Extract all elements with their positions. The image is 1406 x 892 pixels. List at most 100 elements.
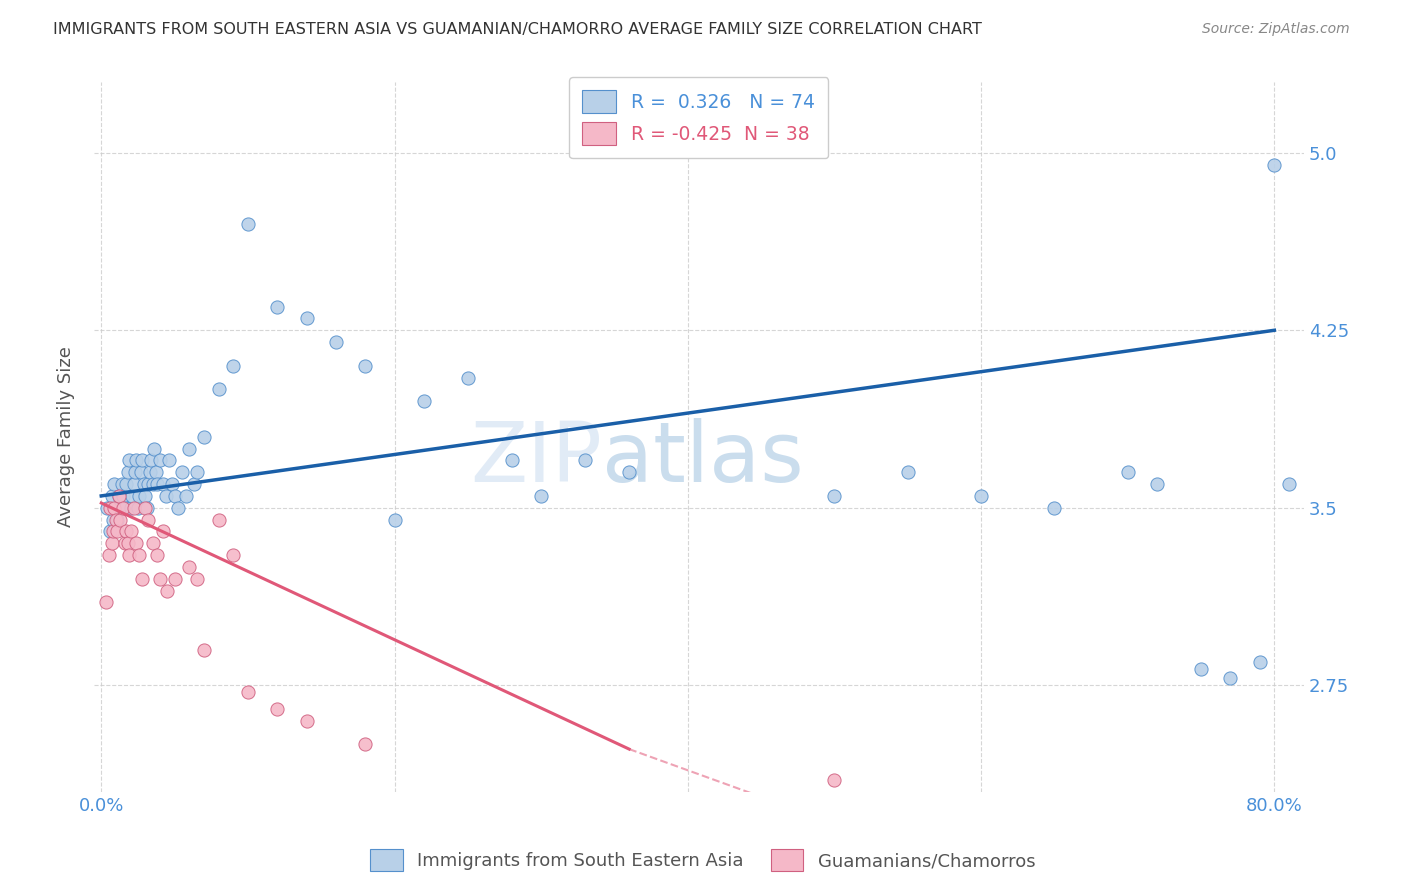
Point <box>354 737 377 751</box>
Point <box>149 453 172 467</box>
Point <box>457 370 479 384</box>
Point <box>617 465 640 479</box>
Point <box>170 465 193 479</box>
Point <box>104 512 127 526</box>
Point <box>295 714 318 728</box>
Point <box>236 685 259 699</box>
Point <box>108 489 131 503</box>
Point <box>152 524 174 539</box>
Point <box>94 595 117 609</box>
Point <box>134 489 156 503</box>
Point <box>120 500 142 515</box>
Point <box>118 548 141 562</box>
Point <box>146 477 169 491</box>
Point <box>105 524 128 539</box>
Point <box>193 642 215 657</box>
Point <box>501 453 523 467</box>
Text: ZIP: ZIP <box>470 417 602 499</box>
Point <box>136 477 159 491</box>
Point <box>100 536 122 550</box>
Point <box>1219 671 1241 685</box>
Point <box>160 477 183 491</box>
Point <box>156 583 179 598</box>
Point <box>101 524 124 539</box>
Text: IMMIGRANTS FROM SOUTH EASTERN ASIA VS GUAMANIAN/CHAMORRO AVERAGE FAMILY SIZE COR: IMMIGRANTS FROM SOUTH EASTERN ASIA VS GU… <box>53 22 983 37</box>
Point <box>134 500 156 515</box>
Point <box>207 383 229 397</box>
Point <box>112 500 135 515</box>
Point <box>1263 158 1285 172</box>
Point <box>127 500 149 515</box>
Point <box>100 489 122 503</box>
Point <box>207 512 229 526</box>
Point <box>236 217 259 231</box>
Point <box>163 489 186 503</box>
Point <box>266 702 288 716</box>
Point <box>121 489 143 503</box>
Point <box>1249 655 1271 669</box>
Point <box>136 512 159 526</box>
Point <box>105 512 128 526</box>
Point <box>120 524 142 539</box>
Point <box>574 453 596 467</box>
Point <box>125 536 148 550</box>
Point <box>157 453 180 467</box>
Point <box>384 512 406 526</box>
Point <box>1189 662 1212 676</box>
Point <box>103 500 125 515</box>
Point <box>124 465 146 479</box>
Point <box>1043 500 1066 515</box>
Point <box>325 335 347 350</box>
Point <box>222 548 245 562</box>
Point <box>412 394 434 409</box>
Point <box>149 572 172 586</box>
Y-axis label: Average Family Size: Average Family Size <box>58 346 75 527</box>
Point <box>135 500 157 515</box>
Point <box>122 500 145 515</box>
Point <box>530 489 553 503</box>
Point <box>152 477 174 491</box>
Point <box>166 500 188 515</box>
Point <box>103 477 125 491</box>
Point <box>98 524 121 539</box>
Point <box>179 560 201 574</box>
Point <box>186 465 208 479</box>
Point <box>112 489 135 503</box>
Point <box>122 477 145 491</box>
Legend: R =  0.326   N = 74, R = -0.425  N = 38: R = 0.326 N = 74, R = -0.425 N = 38 <box>569 77 828 159</box>
Point <box>146 548 169 562</box>
Point <box>1116 465 1139 479</box>
Point <box>131 453 153 467</box>
Point <box>125 453 148 467</box>
Point <box>1351 477 1374 491</box>
Point <box>176 489 198 503</box>
Point <box>970 489 993 503</box>
Point <box>155 489 177 503</box>
Point <box>132 477 155 491</box>
Point <box>117 536 139 550</box>
Point <box>110 500 132 515</box>
Legend: Immigrants from South Eastern Asia, Guamanians/Chamorros: Immigrants from South Eastern Asia, Guam… <box>363 842 1043 879</box>
Point <box>139 453 162 467</box>
Point <box>96 500 118 515</box>
Point <box>117 465 139 479</box>
Point <box>115 524 138 539</box>
Point <box>824 772 846 787</box>
Point <box>1146 477 1168 491</box>
Text: atlas: atlas <box>602 417 804 499</box>
Point <box>108 489 131 503</box>
Point <box>179 442 201 456</box>
Point <box>111 477 134 491</box>
Point <box>145 465 167 479</box>
Point <box>354 359 377 373</box>
Point <box>131 572 153 586</box>
Point <box>193 430 215 444</box>
Point <box>104 500 127 515</box>
Point <box>824 489 846 503</box>
Point <box>97 548 120 562</box>
Text: Source: ZipAtlas.com: Source: ZipAtlas.com <box>1202 22 1350 37</box>
Point <box>114 536 136 550</box>
Point <box>222 359 245 373</box>
Point <box>115 477 138 491</box>
Point <box>143 442 166 456</box>
